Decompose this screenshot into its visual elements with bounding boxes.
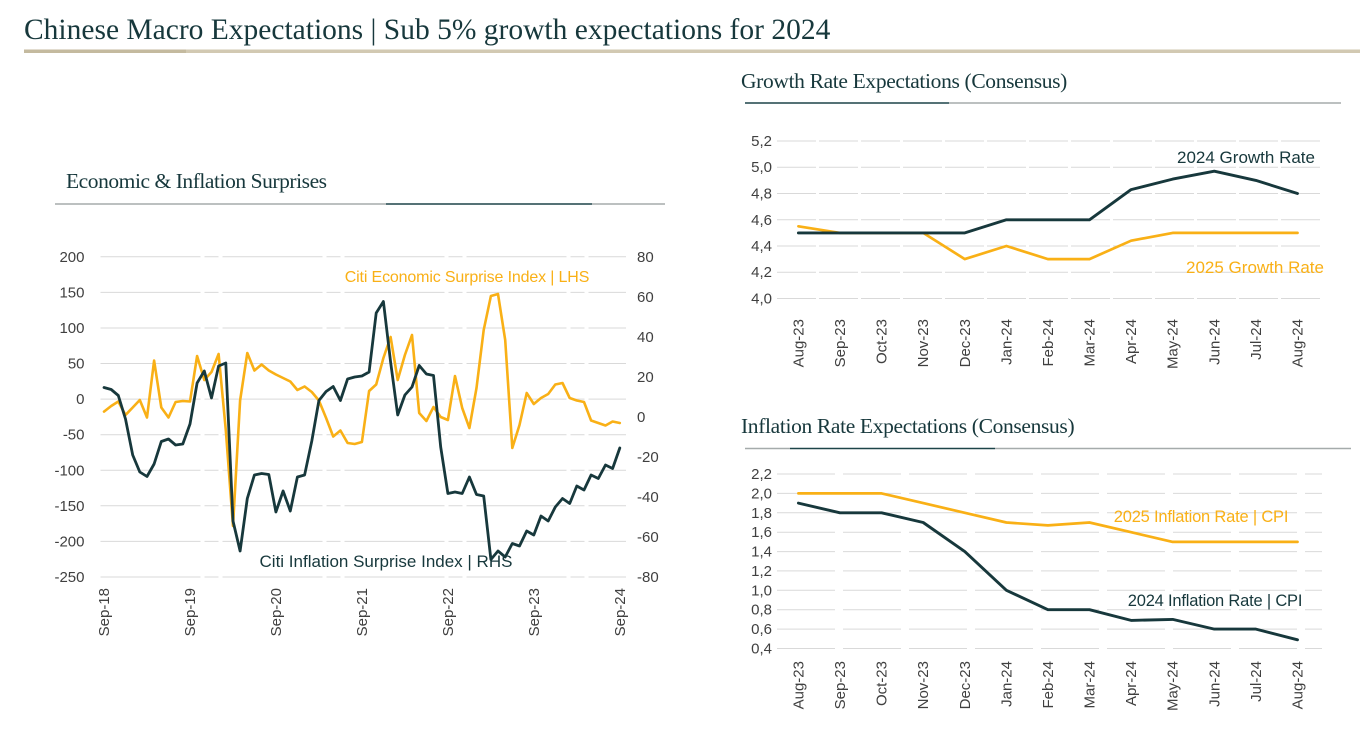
- svg-text:2,0: 2,0: [751, 485, 772, 502]
- svg-text:Jul-24: Jul-24: [1248, 319, 1265, 360]
- svg-text:Chinese Macro Expectations | S: Chinese Macro Expectations | Sub 5% grow…: [24, 14, 831, 46]
- svg-text:-250: -250: [54, 569, 84, 586]
- svg-text:0,6: 0,6: [751, 621, 772, 638]
- svg-text:Jan-24: Jan-24: [998, 661, 1015, 707]
- svg-text:May-24: May-24: [1165, 319, 1182, 369]
- svg-text:Sep-23: Sep-23: [526, 588, 543, 636]
- svg-text:Citi Inflation Surprise Index: Citi Inflation Surprise Index | RHS: [260, 552, 513, 571]
- svg-text:150: 150: [59, 284, 84, 301]
- svg-text:Sep-20: Sep-20: [268, 588, 285, 636]
- svg-text:-80: -80: [637, 569, 659, 586]
- svg-text:-100: -100: [54, 462, 84, 479]
- svg-text:Oct-23: Oct-23: [874, 319, 891, 364]
- svg-text:40: 40: [637, 329, 654, 346]
- svg-text:0,4: 0,4: [751, 641, 772, 658]
- svg-text:Sep-19: Sep-19: [182, 588, 199, 636]
- svg-text:Dec-23: Dec-23: [957, 661, 974, 709]
- svg-text:0: 0: [76, 391, 84, 408]
- svg-text:-40: -40: [637, 489, 659, 506]
- svg-text:4,4: 4,4: [751, 238, 772, 255]
- svg-text:Aug-23: Aug-23: [790, 319, 807, 367]
- svg-text:1,0: 1,0: [751, 582, 772, 599]
- svg-text:Dec-23: Dec-23: [957, 319, 974, 367]
- svg-text:1,2: 1,2: [751, 563, 772, 580]
- svg-text:Sep-21: Sep-21: [354, 588, 371, 636]
- svg-text:Apr-24: Apr-24: [1123, 661, 1140, 706]
- svg-text:Aug-23: Aug-23: [790, 661, 807, 709]
- svg-text:Sep-24: Sep-24: [612, 588, 629, 636]
- svg-text:1,6: 1,6: [751, 524, 772, 541]
- svg-text:1,8: 1,8: [751, 505, 772, 522]
- svg-text:Apr-24: Apr-24: [1123, 319, 1140, 364]
- svg-text:1,4: 1,4: [751, 544, 772, 561]
- svg-text:May-24: May-24: [1165, 661, 1182, 711]
- svg-text:Sep-22: Sep-22: [440, 588, 457, 636]
- svg-text:-150: -150: [54, 498, 84, 515]
- svg-text:80: 80: [637, 249, 654, 266]
- svg-text:Nov-23: Nov-23: [915, 319, 932, 367]
- svg-text:-60: -60: [637, 529, 659, 546]
- svg-text:5,0: 5,0: [751, 159, 772, 176]
- svg-text:Growth Rate Expectations (Cons: Growth Rate Expectations (Consensus): [741, 69, 1067, 93]
- svg-text:4,0: 4,0: [751, 291, 772, 308]
- svg-text:Jun-24: Jun-24: [1206, 661, 1223, 707]
- svg-text:2024 Growth Rate: 2024 Growth Rate: [1177, 148, 1315, 167]
- svg-text:Aug-24: Aug-24: [1290, 319, 1307, 367]
- svg-text:Nov-23: Nov-23: [915, 661, 932, 709]
- svg-text:0: 0: [637, 409, 645, 426]
- svg-text:Inflation Rate Expectations (C: Inflation Rate Expectations (Consensus): [741, 414, 1074, 438]
- svg-text:Mar-24: Mar-24: [1082, 661, 1099, 709]
- svg-text:2025 Inflation Rate | CPI: 2025 Inflation Rate | CPI: [1114, 508, 1288, 526]
- svg-text:Sep-18: Sep-18: [96, 588, 113, 636]
- svg-text:Citi Economic Surprise Index |: Citi Economic Surprise Index | LHS: [345, 269, 590, 286]
- svg-text:Aug-24: Aug-24: [1290, 661, 1307, 709]
- svg-text:2025 Growth Rate: 2025 Growth Rate: [1186, 258, 1324, 277]
- svg-text:0,8: 0,8: [751, 602, 772, 619]
- svg-text:-200: -200: [54, 533, 84, 550]
- svg-text:Jun-24: Jun-24: [1206, 319, 1223, 365]
- svg-text:50: 50: [68, 356, 85, 373]
- svg-text:Jul-24: Jul-24: [1248, 661, 1265, 702]
- svg-text:Sep-23: Sep-23: [832, 319, 849, 367]
- svg-text:-50: -50: [63, 427, 85, 444]
- svg-text:Economic & Inflation Surprises: Economic & Inflation Surprises: [66, 169, 327, 193]
- svg-text:4,2: 4,2: [751, 264, 772, 281]
- svg-text:4,8: 4,8: [751, 186, 772, 203]
- svg-text:Jan-24: Jan-24: [998, 319, 1015, 365]
- svg-text:2024 Inflation Rate | CPI: 2024 Inflation Rate | CPI: [1128, 592, 1302, 610]
- svg-text:60: 60: [637, 289, 654, 306]
- svg-text:5,2: 5,2: [751, 133, 772, 150]
- svg-text:Feb-24: Feb-24: [1040, 661, 1057, 709]
- svg-text:Sep-23: Sep-23: [832, 661, 849, 709]
- svg-text:Oct-23: Oct-23: [874, 661, 891, 706]
- svg-text:Mar-24: Mar-24: [1082, 319, 1099, 367]
- svg-text:2,2: 2,2: [751, 466, 772, 483]
- svg-text:-20: -20: [637, 449, 659, 466]
- svg-text:100: 100: [59, 320, 84, 337]
- svg-text:Feb-24: Feb-24: [1040, 319, 1057, 367]
- svg-text:4,6: 4,6: [751, 212, 772, 229]
- svg-text:20: 20: [637, 369, 654, 386]
- svg-text:200: 200: [59, 249, 84, 266]
